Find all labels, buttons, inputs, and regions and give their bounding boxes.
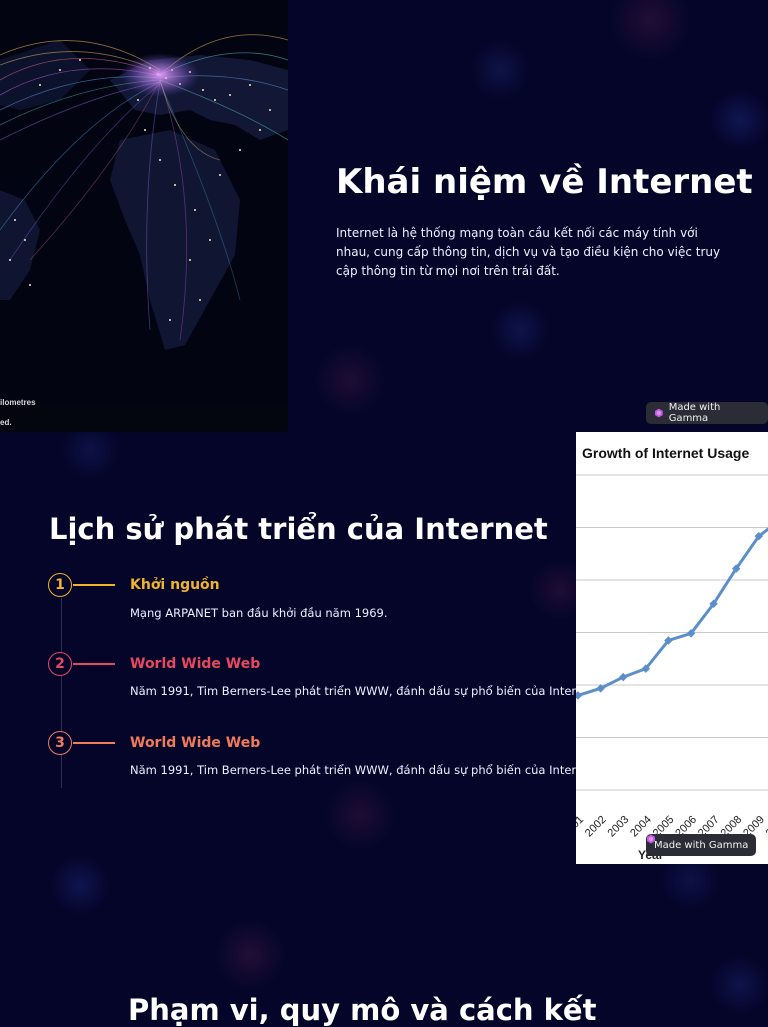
chart-x-tick-2003: 2003 (606, 814, 632, 840)
chart-data-point-2005 (664, 636, 673, 645)
timeline-step-3-text: Năm 1991, Tim Berners-Lee phát triển WWW… (130, 763, 576, 777)
chart-x-tick-2001: 2001 (576, 814, 586, 840)
chart-data-point-2008 (731, 564, 741, 573)
made-with-gamma-badge-chart[interactable]: Made with Gamma (646, 834, 757, 856)
timeline-step-1-text: Mạng ARPANET ban đầu khởi đầu năm 1969. (130, 606, 388, 620)
made-with-gamma-label: Made with Gamma (668, 402, 721, 424)
section-title-scope-scale: Phạm vi, quy mô và cách kết (128, 993, 597, 1027)
chart-x-tick-2002: 2002 (583, 814, 609, 840)
timeline-step-2-connector (73, 663, 115, 665)
internet-usage-chart: 2001 2002 2003 2004 2005 2006 2007 2008 2009 2010… (576, 432, 768, 864)
chart-x-tick-2010: 2010 (764, 814, 768, 840)
timeline-step-2-text: Năm 1991, Tim Berners-Lee phát triển WWW… (130, 684, 576, 698)
world-connection-map: ilometres ed. (0, 0, 288, 432)
chart-series-line (577, 527, 768, 697)
gamma-logo-icon (654, 408, 663, 418)
timeline-step-2-heading: World Wide Web (130, 656, 261, 672)
gamma-logo-icon (647, 834, 655, 844)
chart-data-point-2007 (709, 599, 718, 609)
timeline-step-3-number: 3 (48, 731, 72, 755)
map-caption-distance: ilometres (0, 398, 36, 407)
chart-data-point-2006 (686, 629, 696, 638)
world-map-graphic (0, 0, 288, 432)
timeline-step-1-connector (73, 584, 115, 586)
timeline-step-1-heading: Khởi nguồn (130, 577, 220, 593)
internet-concept-description: Internet là hệ thống mạng toàn cầu kết n… (336, 226, 721, 278)
timeline-step-1-number: 1 (48, 573, 72, 597)
map-caption-credit: ed. (0, 418, 12, 427)
section-title-internet-concept: Khái niệm về Internet (336, 162, 753, 202)
made-with-gamma-badge[interactable]: Made with Gamma (646, 402, 768, 424)
made-with-gamma-label: Made with Gamma (654, 839, 749, 851)
timeline-step-2-number: 2 (48, 652, 72, 676)
chart-title: Growth of Internet Usage (582, 445, 749, 461)
timeline-step-3-connector (73, 742, 115, 744)
chart-data-point-2004 (641, 664, 651, 673)
chart-data-point-2001 (576, 691, 583, 700)
timeline-step-3-heading: World Wide Web (130, 735, 261, 751)
chart-canvas: 2001200220032004200520062007200820092010… (576, 445, 768, 862)
timeline-line (61, 598, 62, 788)
section-title-internet-history: Lịch sử phát triển của Internet (49, 512, 548, 546)
